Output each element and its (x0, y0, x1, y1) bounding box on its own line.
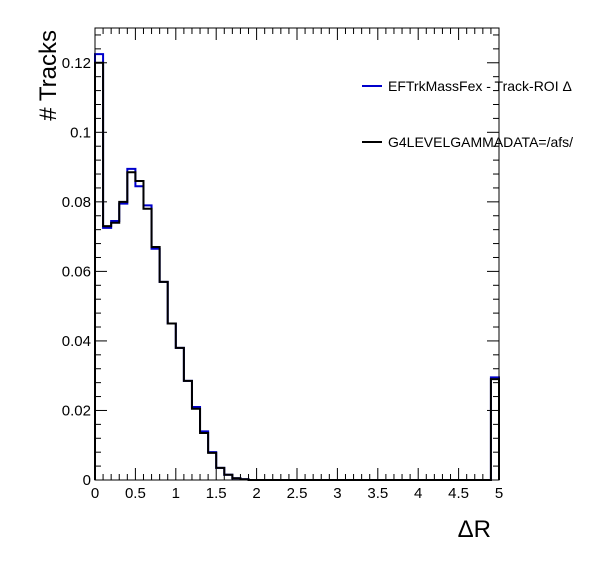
x-tick-label: 2 (252, 485, 260, 502)
y-tick-label: 0.04 (62, 333, 91, 350)
x-tick-labels: 0 0.5 1 1.5 2 2.5 3 3.5 4 4.5 5 (91, 485, 503, 502)
x-tick-label: 4.5 (448, 485, 469, 502)
legend-label-series-2: G4LEVELGAMMADATA=/afs/ (388, 134, 573, 150)
x-tick-label: 5 (495, 485, 503, 502)
y-tick-label: 0.06 (62, 263, 91, 280)
y-axis-title: # Tracks (35, 30, 62, 121)
y-tick-labels: 0 0.02 0.04 0.06 0.08 0.1 0.12 (62, 55, 91, 489)
x-tick-label: 3 (333, 485, 341, 502)
y-tick-label: 0 (83, 472, 91, 489)
x-tick-label: 0.5 (125, 485, 146, 502)
x-axis-title: ΔR (458, 516, 491, 543)
legend-label-series-1: EFTrkMassFex - Track-ROI Δ (388, 78, 572, 94)
y-tick-label: 0.08 (62, 194, 91, 211)
x-tick-label: 0 (91, 485, 99, 502)
legend: EFTrkMassFex - Track-ROI Δ G4LEVELGAMMAD… (362, 78, 573, 150)
x-tick-label: 4 (414, 485, 422, 502)
x-tick-label: 3.5 (367, 485, 388, 502)
y-tick-label: 0.12 (62, 55, 91, 72)
x-tick-label: 1.5 (206, 485, 227, 502)
plot-frame (94, 27, 500, 481)
y-tick-label: 0.02 (62, 402, 91, 419)
x-tick-label: 1 (172, 485, 180, 502)
x-tick-label: 2.5 (287, 485, 308, 502)
y-tick-label: 0.1 (70, 124, 91, 141)
